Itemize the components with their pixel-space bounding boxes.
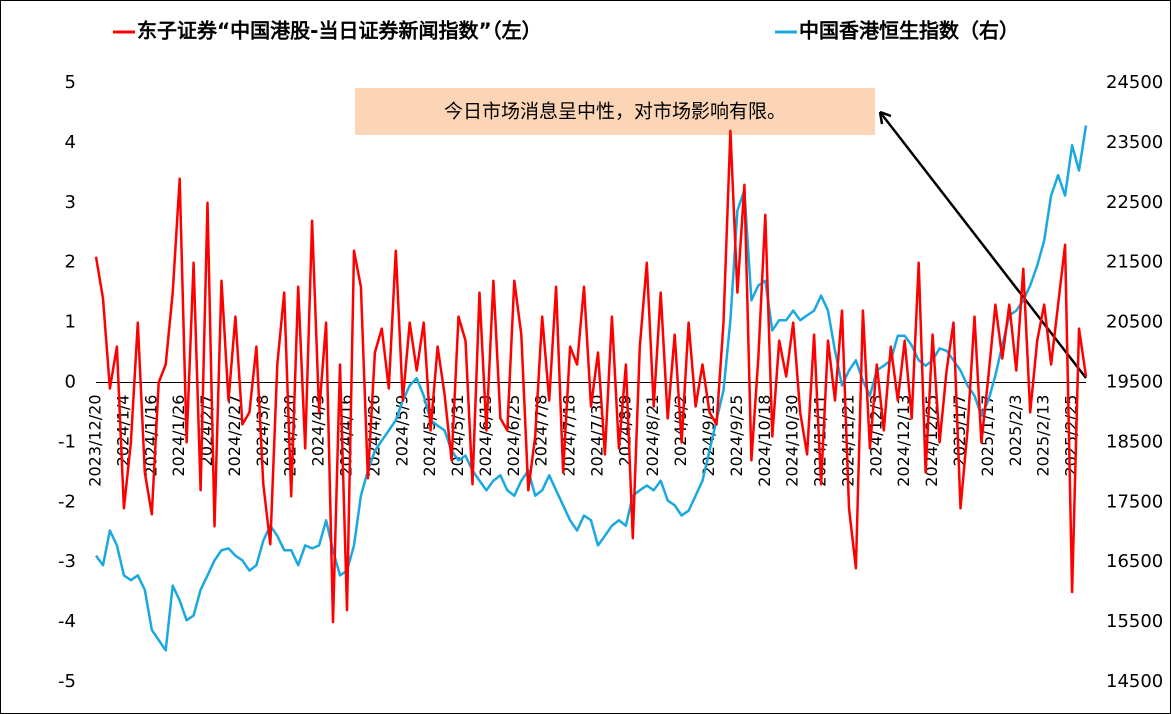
y2-tick-label: 22500 xyxy=(1106,192,1163,213)
y2-tick-label: 19500 xyxy=(1106,372,1163,393)
x-tick-label: 2024/6/25 xyxy=(504,395,523,477)
arrow-head xyxy=(878,110,892,125)
y-tick-label: 1 xyxy=(65,312,76,333)
y-tick-label: 5 xyxy=(65,72,76,93)
annotation: 今日市场消息呈中性，对市场影响有限。 xyxy=(444,101,786,123)
y-tick-label: -3 xyxy=(58,551,76,572)
y-tick-label: -1 xyxy=(58,431,76,452)
y2-tick-label: 18500 xyxy=(1106,431,1163,452)
x-tick-label: 2023/12/20 xyxy=(86,395,105,487)
y-tick-label: -2 xyxy=(58,491,76,512)
y2-tick-label: 20500 xyxy=(1106,312,1163,333)
x-tick-label: 2024/12/13 xyxy=(894,395,913,487)
y-tick-label: 2 xyxy=(65,252,76,273)
x-tick-label: 2024/12/3 xyxy=(866,395,885,477)
x-tick-label: 2025/2/3 xyxy=(1006,395,1025,467)
x-tick-label: 2024/6/13 xyxy=(476,395,495,477)
annotation-box xyxy=(355,88,875,135)
y2-tick-label: 16500 xyxy=(1106,551,1163,572)
x-tick-label: 2024/3/8 xyxy=(253,395,272,467)
x-tick-label: 2024/5/21 xyxy=(420,395,439,477)
y2-tick-label: 24500 xyxy=(1106,72,1163,93)
x-tick-label: 2024/2/27 xyxy=(225,395,244,477)
x-tick-label: 2025/2/13 xyxy=(1034,395,1053,477)
annotation-arrow xyxy=(879,111,1087,379)
series-line xyxy=(94,129,1088,624)
x-tick-label: 2024/9/25 xyxy=(727,395,746,477)
legend-label: 东子证券“中国港股-当日证券新闻指数”（左） xyxy=(137,19,542,43)
y2-tick-label: 15500 xyxy=(1106,611,1163,632)
y2-tick-label: 21500 xyxy=(1106,252,1163,273)
x-tick-label: 2024/1/4 xyxy=(113,395,132,467)
x-tick-label: 2024/10/30 xyxy=(783,395,802,487)
legend-label: 中国香港恒生指数（右） xyxy=(799,19,1019,43)
y-tick-label: 4 xyxy=(65,132,76,153)
x-tick-label: 2024/5/31 xyxy=(448,395,467,477)
x-tick-label: 2025/1/7 xyxy=(950,395,969,467)
y-tick-label: 3 xyxy=(65,192,76,213)
x-tick-label: 2024/4/3 xyxy=(309,395,328,467)
x-tick-label: 2024/8/21 xyxy=(643,395,662,477)
x-tick-label: 2024/9/13 xyxy=(699,395,718,477)
y-tick-label: -4 xyxy=(58,611,76,632)
y-tick-label: -5 xyxy=(58,671,76,692)
y2-tick-label: 14500 xyxy=(1106,671,1163,692)
y2-tick-label: 17500 xyxy=(1106,491,1163,512)
x-tick-label: 2024/1/26 xyxy=(169,395,188,477)
x-tick-label: 2024/5/9 xyxy=(392,395,411,467)
y-tick-label: 0 xyxy=(65,372,76,393)
y2-tick-label: 23500 xyxy=(1106,132,1163,153)
x-tick-label: 2024/10/18 xyxy=(755,395,774,487)
x-tick-label: 2024/11/21 xyxy=(838,395,857,487)
